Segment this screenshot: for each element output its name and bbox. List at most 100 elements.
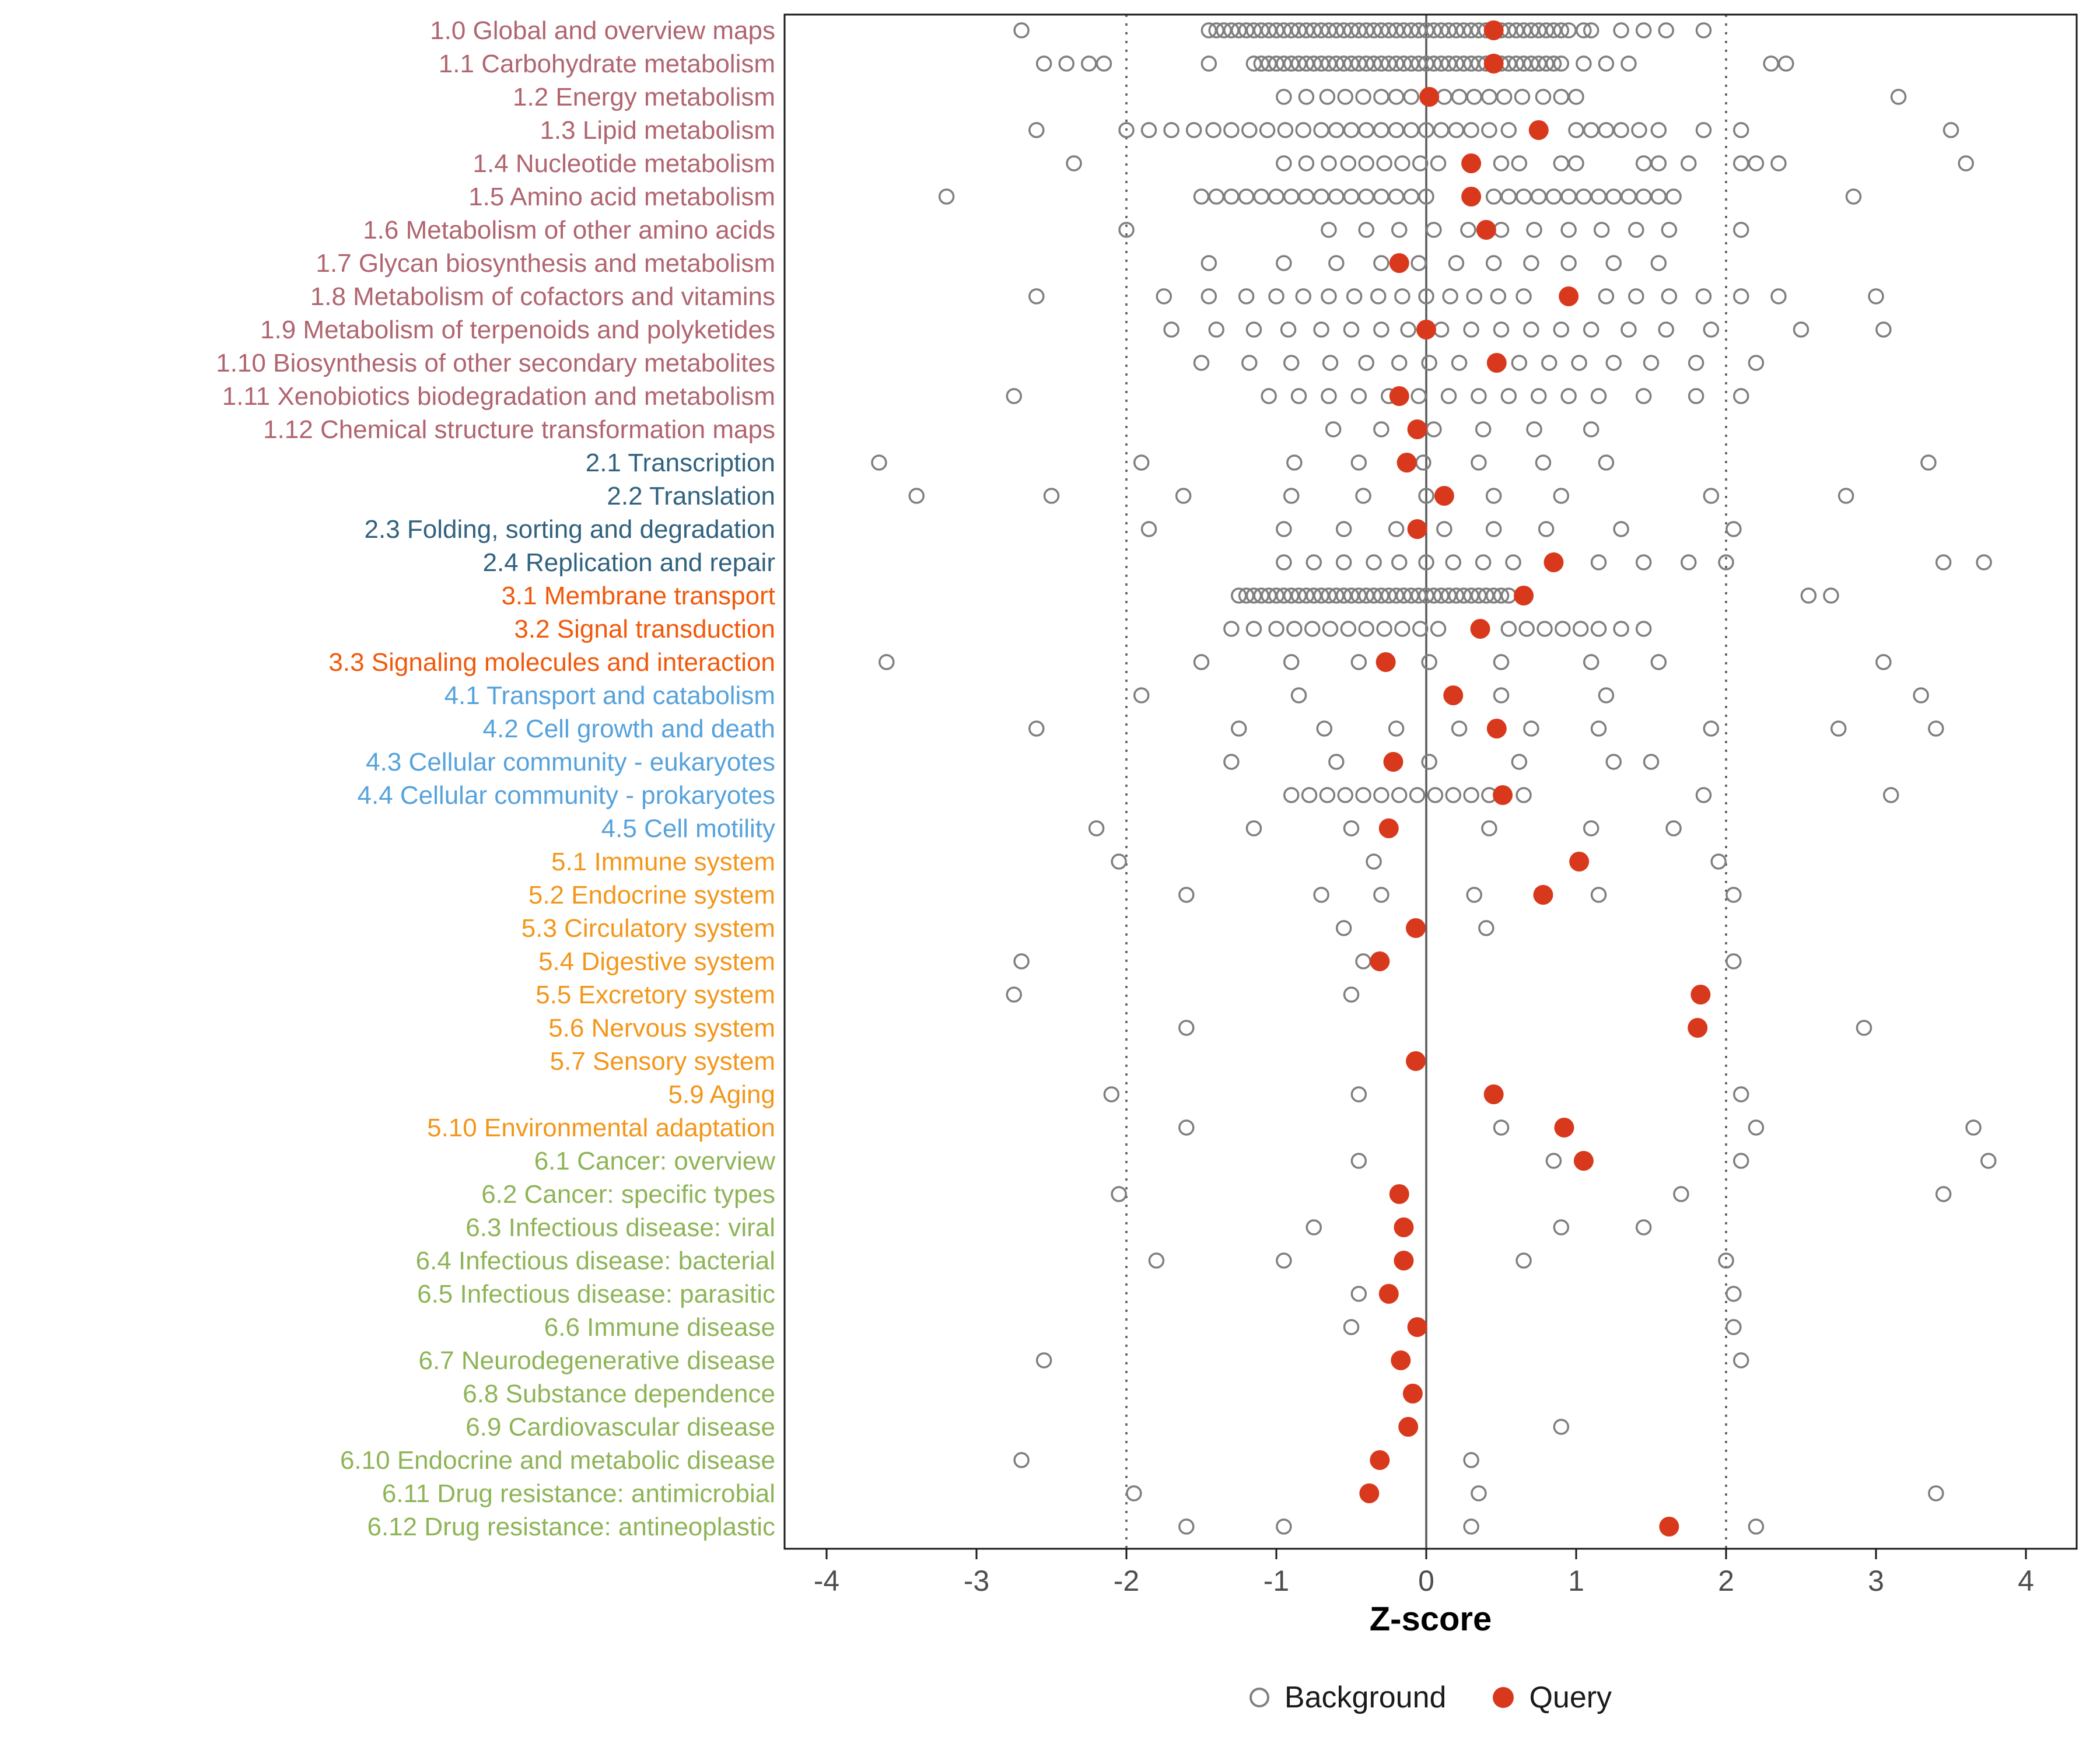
background-point [1732, 1153, 1749, 1169]
background-point [1103, 1086, 1120, 1102]
background-point [1328, 255, 1345, 271]
background-point [1576, 22, 1592, 38]
background-point [1391, 554, 1408, 570]
background-point [1245, 820, 1262, 836]
background-point [1650, 255, 1667, 271]
query-point [1419, 87, 1440, 107]
background-point [1583, 321, 1600, 338]
background-point [1560, 222, 1577, 238]
background-point [1337, 787, 1353, 803]
query-point [1461, 153, 1482, 173]
background-point [1778, 55, 1794, 72]
background-point [1418, 188, 1434, 205]
background-point [1511, 355, 1528, 371]
background-point [1410, 255, 1427, 271]
background-point [1531, 188, 1547, 205]
background-point [1875, 654, 1892, 670]
background-point [1343, 1319, 1360, 1335]
background-point [1373, 421, 1390, 438]
background-point [1295, 122, 1312, 138]
background-point [1583, 654, 1600, 670]
background-point [1328, 122, 1345, 138]
background-point [1410, 388, 1427, 404]
background-point [1313, 321, 1329, 338]
background-point [1838, 488, 1854, 504]
background-point [1200, 255, 1217, 271]
background-point [1526, 421, 1542, 438]
background-point [1545, 55, 1562, 72]
background-point [1620, 188, 1637, 205]
background-point [1882, 787, 1899, 803]
background-point [1583, 122, 1600, 138]
background-point [1590, 887, 1607, 903]
background-point [1277, 122, 1294, 138]
background-point [1283, 654, 1300, 670]
category-label: 5.3 Circulatory system [522, 914, 775, 943]
background-point [1306, 554, 1322, 570]
background-point [1276, 554, 1292, 570]
background-point [1373, 887, 1390, 903]
query-point [1376, 652, 1396, 672]
query-filled-dot-icon [1493, 1687, 1514, 1708]
background-point [1732, 1352, 1749, 1368]
background-point [1321, 222, 1337, 238]
background-point [1732, 122, 1749, 138]
background-point [1481, 122, 1497, 138]
background-point [1276, 89, 1292, 105]
background-point [1394, 155, 1410, 172]
background-point [1935, 1186, 1952, 1202]
background-point [1471, 388, 1487, 404]
background-point [1485, 255, 1502, 271]
background-point [1748, 355, 1765, 371]
background-point [1126, 1485, 1142, 1502]
background-point [1427, 787, 1444, 803]
background-point [1732, 388, 1749, 404]
category-label: 4.5 Cell motility [601, 814, 775, 843]
background-point [1451, 355, 1468, 371]
background-point [1553, 488, 1570, 504]
background-point [1430, 621, 1447, 637]
background-point [1661, 288, 1678, 304]
background-point [1343, 188, 1360, 205]
query-point [1407, 1317, 1427, 1337]
background-point [1081, 55, 1097, 72]
background-point [1200, 55, 1217, 72]
background-point [1346, 288, 1363, 304]
background-point [1460, 222, 1476, 238]
background-point [1421, 754, 1437, 770]
background-point [1976, 554, 1992, 570]
background-point [1185, 122, 1202, 138]
background-point [1343, 820, 1360, 836]
query-point [1483, 54, 1504, 74]
category-label: 1.10 Biosynthesis of other secondary met… [216, 349, 775, 377]
background-point [1763, 55, 1779, 72]
background-point [1703, 720, 1720, 737]
background-point [1658, 22, 1674, 38]
background-point [1928, 720, 1944, 737]
background-point [1433, 321, 1450, 338]
category-label: 2.2 Translation [607, 482, 775, 510]
category-label: 3.2 Signal transduction [514, 615, 775, 643]
background-point [1576, 55, 1592, 72]
background-point [1605, 188, 1622, 205]
query-point [1370, 1450, 1390, 1470]
background-point [1350, 1286, 1367, 1302]
background-point [1283, 188, 1300, 205]
background-point [1568, 89, 1584, 105]
category-label: 4.1 Transport and catabolism [444, 681, 775, 710]
category-label: 6.2 Cancer: specific types [481, 1180, 775, 1209]
background-point [1856, 1020, 1873, 1036]
background-point [1442, 288, 1458, 304]
background-point [1748, 155, 1765, 172]
background-point [1343, 321, 1360, 338]
background-point [1890, 89, 1907, 105]
background-point [1340, 621, 1357, 637]
query-point [1514, 586, 1534, 606]
background-point [1500, 388, 1517, 404]
background-point [1628, 222, 1644, 238]
background-point [1286, 454, 1303, 471]
background-point [1238, 188, 1255, 205]
category-label: 6.6 Immune disease [544, 1313, 775, 1342]
background-point [1409, 787, 1426, 803]
background-point [1463, 1518, 1479, 1535]
